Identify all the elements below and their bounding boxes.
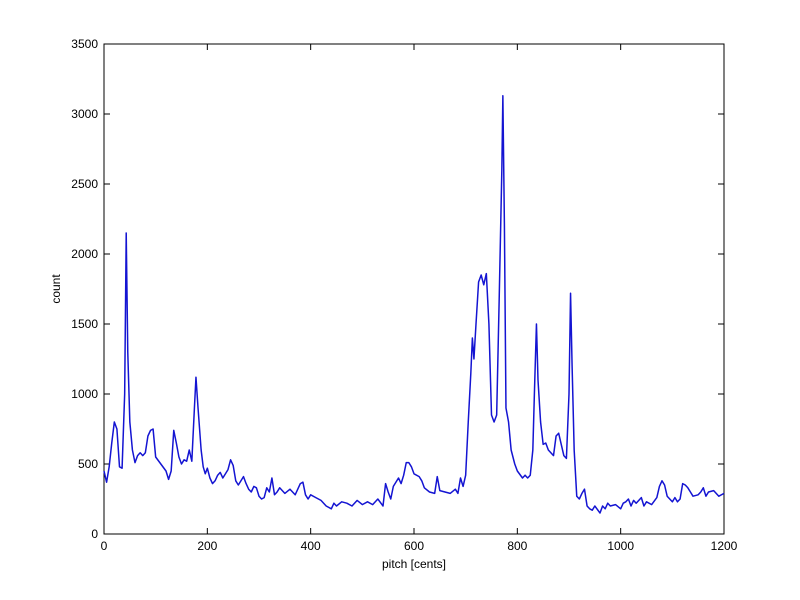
x-tick-label: 800	[507, 539, 527, 553]
y-tick-label: 3500	[71, 37, 98, 51]
x-tick-label: 400	[301, 539, 321, 553]
y-tick-label: 2500	[71, 177, 98, 191]
y-axis-label: count	[49, 274, 63, 304]
y-tick-label: 0	[91, 527, 98, 541]
x-tick-label: 200	[197, 539, 217, 553]
y-tick-label: 1000	[71, 387, 98, 401]
x-tick-label: 600	[404, 539, 424, 553]
x-tick-label: 0	[101, 539, 108, 553]
plot-area	[103, 43, 725, 535]
x-tick-label: 1200	[711, 539, 738, 553]
y-tick-label: 1500	[71, 317, 98, 331]
x-tick-label: 1000	[607, 539, 634, 553]
data-line	[103, 95, 725, 514]
y-tick-label: 2000	[71, 247, 98, 261]
x-axis-label: pitch [cents]	[382, 557, 446, 571]
y-tick-label: 500	[78, 457, 98, 471]
y-tick-label: 3000	[71, 107, 98, 121]
